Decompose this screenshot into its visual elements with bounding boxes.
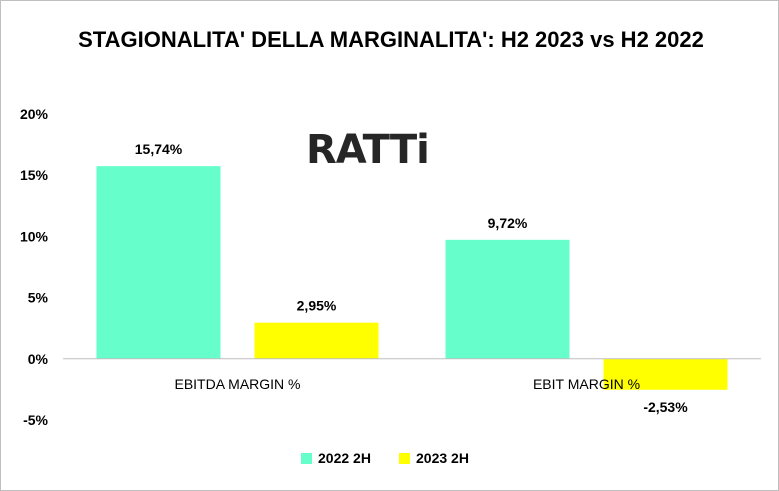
chart-title: STAGIONALITA' DELLA MARGINALITA': H2 202… bbox=[78, 27, 704, 52]
legend-swatch bbox=[301, 453, 312, 464]
data-label: 2,95% bbox=[297, 298, 337, 314]
y-tick-label: 5% bbox=[28, 290, 49, 306]
y-tick-label: 20% bbox=[20, 106, 49, 122]
bar bbox=[445, 239, 570, 359]
data-label: 15,74% bbox=[135, 141, 183, 157]
ratti-logo: RATTi bbox=[306, 127, 430, 173]
legend-label: 2023 2H bbox=[416, 450, 469, 466]
y-axis: 20% 15% 10% 5% 0% -5% bbox=[20, 106, 49, 428]
bar bbox=[603, 358, 728, 390]
data-label: 9,72% bbox=[488, 215, 528, 231]
bars bbox=[96, 166, 728, 390]
y-tick-label: 10% bbox=[20, 228, 49, 244]
legend-label: 2022 2H bbox=[318, 450, 371, 466]
y-tick-label: 0% bbox=[28, 351, 49, 367]
y-tick-label: -5% bbox=[23, 412, 48, 428]
legend-swatch bbox=[399, 453, 410, 464]
legend: 2022 2H 2023 2H bbox=[301, 450, 469, 466]
bar bbox=[254, 322, 379, 359]
data-labels: 15,74% 2,95% 9,72% -2,53% bbox=[135, 141, 688, 415]
y-tick-label: 15% bbox=[20, 167, 49, 183]
data-label: -2,53% bbox=[643, 399, 688, 415]
ratti-logo-text: RATTi bbox=[306, 127, 429, 173]
bar bbox=[96, 166, 221, 359]
category-label: EBITDA MARGIN % bbox=[174, 376, 300, 392]
category-label: EBIT MARGIN % bbox=[533, 376, 640, 392]
category-labels: EBITDA MARGIN % EBIT MARGIN % bbox=[174, 376, 640, 392]
